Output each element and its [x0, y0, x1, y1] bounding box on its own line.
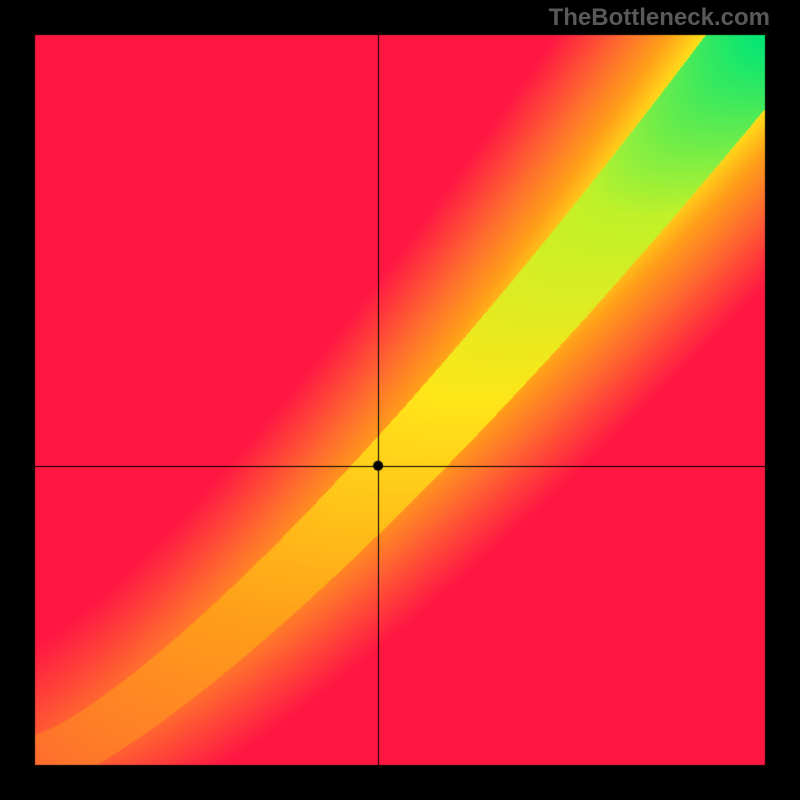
- bottleneck-heatmap-canvas: [0, 0, 800, 800]
- chart-container: TheBottleneck.com: [0, 0, 800, 800]
